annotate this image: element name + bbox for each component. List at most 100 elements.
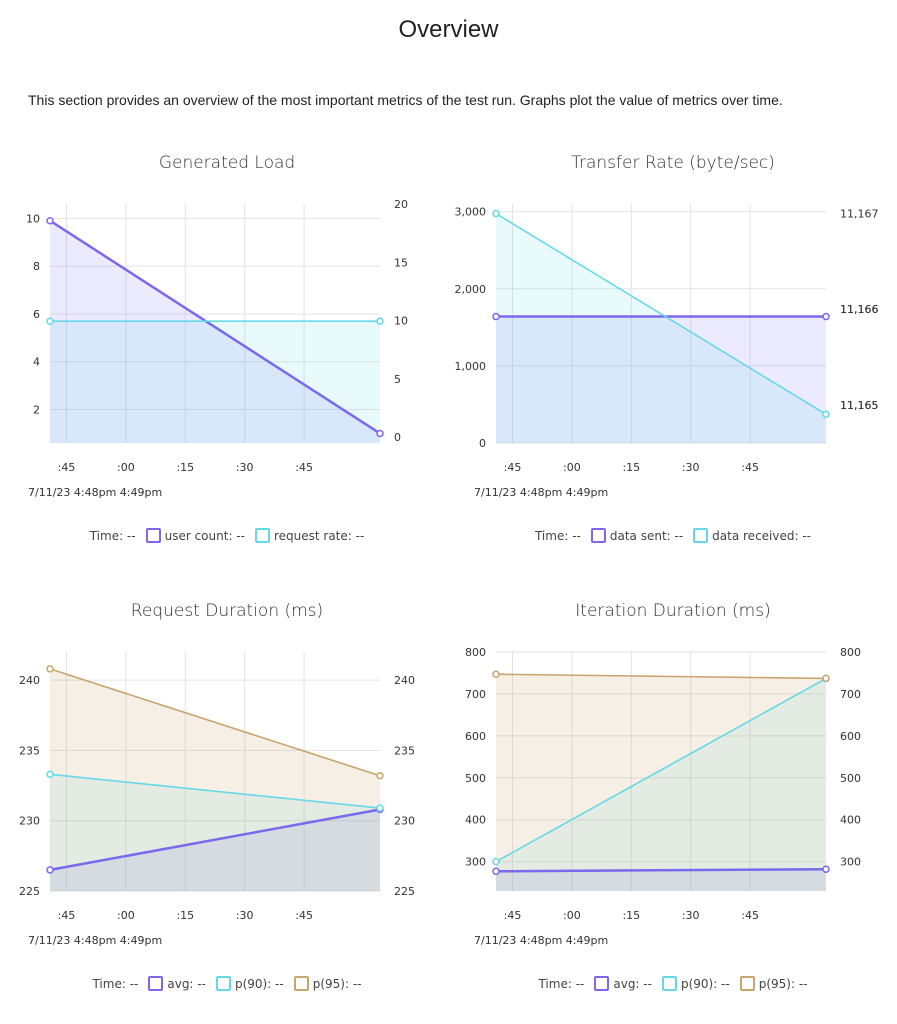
- data-point-data-sent[interactable]: [822, 312, 830, 321]
- x-tick-label: :30: [236, 461, 254, 474]
- series-area-avg: [496, 869, 826, 891]
- data-point-request-rate[interactable]: [376, 317, 384, 325]
- y-right-tick-label: 225: [394, 885, 415, 898]
- series-line-data-received: [495, 212, 827, 416]
- data-point-user-count[interactable]: [46, 216, 54, 225]
- chart-svg: Iteration Duration (ms) 300 400 500 600 700 80…: [465, 601, 861, 947]
- series-area-p-95-: [50, 668, 380, 891]
- page-description: This section provides an overview of the…: [28, 92, 783, 108]
- x-tick-label: :45: [295, 461, 313, 474]
- y-left-tick-label: 800: [465, 646, 486, 659]
- series-area-p-90-: [50, 774, 380, 891]
- x-tick-label: :30: [236, 909, 254, 922]
- legend-item[interactable]: p(95): --: [293, 976, 362, 991]
- data-point-p-95[interactable]: [376, 771, 384, 780]
- legend-item[interactable]: p(95): --: [739, 976, 808, 991]
- series-area-p-90-: [496, 678, 826, 891]
- data-point-avg[interactable]: [822, 865, 830, 873]
- series-area-user-count: [50, 220, 380, 443]
- y-left-tick-label: 10: [26, 212, 40, 225]
- y-left-tick-label: 2: [33, 404, 40, 417]
- x-date-label: 7/11/23 4:48pm 4:49pm: [28, 486, 162, 499]
- legend-swatch: [739, 976, 755, 991]
- legend-item[interactable]: Time: --: [535, 529, 581, 543]
- chart-legend: Time: -- data sent: -- data received: --: [458, 528, 888, 543]
- legend-item[interactable]: Time: --: [92, 977, 138, 991]
- series-area-p-95-: [496, 674, 826, 891]
- y-left-tick-label: 600: [465, 730, 486, 743]
- legend-swatch: [145, 528, 161, 543]
- chart-panel-iteration-duration: Iteration Duration (ms) 300 400 500 600 700 80…: [458, 594, 888, 1014]
- legend-item[interactable]: p(90): --: [661, 976, 730, 991]
- legend-swatch: [148, 976, 164, 991]
- y-left-tick-label: 500: [465, 772, 486, 785]
- chart-panel-transfer-rate: Transfer Rate (byte/sec) 0 1,000 2,000 3,000…: [455, 146, 888, 566]
- series-line-user-count: [49, 219, 381, 435]
- x-tick-label: :00: [117, 461, 135, 474]
- legend-item[interactable]: p(90): --: [215, 976, 284, 991]
- legend-label: request rate: --: [273, 528, 365, 543]
- y-left-tick-label: 230: [19, 815, 40, 828]
- legend-label: Time: --: [534, 528, 581, 543]
- data-point-p-95[interactable]: [46, 665, 54, 673]
- y-right-tick-label: 11,166: [840, 303, 879, 316]
- series-line-avg: [49, 808, 381, 872]
- legend-swatch: [254, 528, 270, 543]
- data-point-data-sent[interactable]: [492, 312, 500, 321]
- legend-item[interactable]: user count: --: [145, 528, 245, 543]
- y-right-tick-label: 400: [840, 814, 861, 827]
- data-point-avg[interactable]: [492, 867, 500, 876]
- x-tick-label: :15: [176, 461, 194, 474]
- legend-item[interactable]: Time: --: [538, 977, 584, 991]
- x-tick-label: :45: [504, 461, 522, 474]
- legend-item[interactable]: Time: --: [90, 529, 136, 543]
- chart-panel-request-duration: Request Duration (ms) 225 230 235 240 225 230 2…: [12, 594, 442, 1014]
- legend-item[interactable]: avg: --: [148, 976, 206, 991]
- legend-label: user count: --: [164, 528, 245, 543]
- chart-title: Iteration Duration (ms): [575, 601, 770, 621]
- y-left-tick-label: 235: [19, 744, 40, 757]
- legend-label: avg: --: [167, 976, 206, 991]
- legend-item[interactable]: request rate: --: [254, 528, 365, 543]
- y-left-tick-label: 1,000: [455, 360, 487, 373]
- y-right-tick-label: 15: [394, 256, 408, 269]
- series-area-avg: [50, 809, 380, 891]
- legend-item[interactable]: data sent: --: [590, 528, 684, 543]
- x-tick-label: :30: [682, 909, 700, 922]
- legend-swatch: [693, 528, 709, 543]
- y-left-tick-label: 3,000: [455, 206, 487, 219]
- data-point-p-95[interactable]: [492, 670, 500, 678]
- series-area-data-sent: [496, 316, 826, 443]
- data-point-data-received[interactable]: [822, 410, 830, 419]
- chart-title: Request Duration (ms): [131, 601, 323, 621]
- series-line-p-90: [495, 677, 827, 863]
- data-point-p-90[interactable]: [46, 770, 54, 779]
- y-right-tick-label: 11,165: [840, 399, 879, 412]
- y-right-tick-label: 500: [840, 772, 861, 785]
- chart-legend: Time: -- avg: -- p(90): -- p(95): --: [458, 976, 888, 991]
- series-line-p-90: [49, 773, 381, 809]
- series-area-data-received: [496, 213, 826, 443]
- y-right-tick-label: 11,167: [840, 208, 879, 221]
- y-left-tick-label: 400: [465, 814, 486, 827]
- legend-swatch: [293, 976, 309, 991]
- y-right-tick-label: 11,166: [840, 303, 879, 316]
- data-point-data-received[interactable]: [492, 209, 500, 218]
- y-right-tick-label: 600: [840, 730, 861, 743]
- x-tick-label: :45: [58, 461, 76, 474]
- legend-item[interactable]: avg: --: [594, 976, 652, 991]
- legend-label: data sent: --: [609, 528, 684, 543]
- data-point-p-90[interactable]: [492, 857, 500, 866]
- data-point-user-count[interactable]: [376, 429, 384, 438]
- x-tick-label: :45: [741, 461, 759, 474]
- data-point-p-90[interactable]: [376, 804, 384, 812]
- legend-item[interactable]: data received: --: [693, 528, 811, 543]
- data-point-p-95[interactable]: [822, 674, 830, 683]
- data-point-request-rate[interactable]: [46, 317, 54, 325]
- series-line-p-95: [495, 673, 827, 680]
- data-point-avg[interactable]: [46, 866, 54, 874]
- y-left-tick-label: 300: [465, 856, 486, 869]
- x-tick-label: :15: [176, 909, 194, 922]
- y-right-tick-label: 800: [840, 646, 861, 659]
- series-line-avg: [495, 867, 827, 873]
